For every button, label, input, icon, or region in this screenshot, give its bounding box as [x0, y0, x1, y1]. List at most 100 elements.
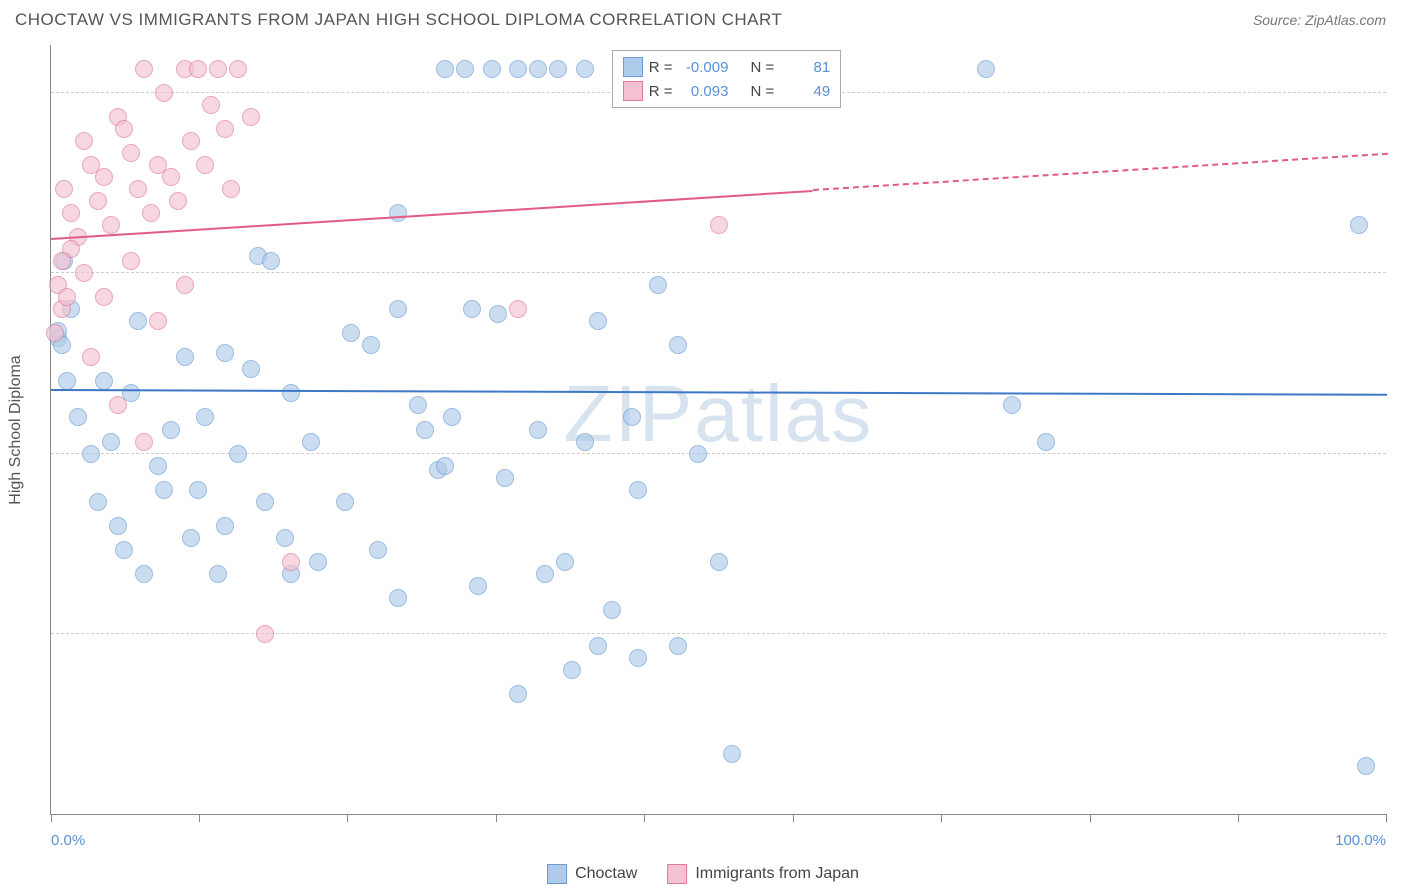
scatter-point: [102, 433, 120, 451]
scatter-point: [216, 344, 234, 362]
scatter-point: [1350, 216, 1368, 234]
scatter-point: [529, 421, 547, 439]
scatter-point: [576, 433, 594, 451]
scatter-point: [115, 120, 133, 138]
n-label: N =: [750, 59, 774, 76]
scatter-point: [55, 180, 73, 198]
scatter-point: [209, 60, 227, 78]
scatter-point: [229, 60, 247, 78]
scatter-point: [209, 565, 227, 583]
scatter-point: [216, 517, 234, 535]
scatter-point: [62, 204, 80, 222]
trend-line: [51, 389, 1387, 396]
scatter-point: [122, 252, 140, 270]
legend-swatch: [547, 864, 567, 884]
scatter-point: [229, 445, 247, 463]
scatter-point: [109, 396, 127, 414]
scatter-point: [75, 132, 93, 150]
r-label: R =: [649, 83, 673, 100]
scatter-point: [282, 384, 300, 402]
scatter-point: [623, 408, 641, 426]
scatter-point: [95, 372, 113, 390]
correlation-stats-box: R =-0.009N =81R =0.093N =49: [612, 50, 842, 108]
scatter-point: [509, 685, 527, 703]
x-tick: [941, 814, 942, 822]
scatter-point: [1357, 757, 1375, 775]
scatter-point: [58, 288, 76, 306]
scatter-point: [589, 312, 607, 330]
y-axis-label: High School Diploma: [7, 355, 25, 504]
series-swatch: [623, 57, 643, 77]
gridline: [51, 453, 1386, 454]
trend-line: [812, 153, 1387, 191]
scatter-point: [603, 601, 621, 619]
scatter-point: [977, 60, 995, 78]
scatter-point: [483, 60, 501, 78]
scatter-point: [629, 649, 647, 667]
n-value: 49: [780, 83, 830, 100]
scatter-point: [256, 625, 274, 643]
scatter-point: [362, 336, 380, 354]
n-label: N =: [750, 83, 774, 100]
scatter-point: [135, 433, 153, 451]
gridline: [51, 633, 1386, 634]
scatter-point: [629, 481, 647, 499]
n-value: 81: [780, 59, 830, 76]
scatter-point: [576, 60, 594, 78]
x-tick: [1386, 814, 1387, 822]
x-tick-label: 100.0%: [1335, 832, 1386, 849]
scatter-point: [589, 637, 607, 655]
scatter-point: [222, 180, 240, 198]
y-tick-label: 92.5%: [1396, 265, 1406, 282]
scatter-point: [129, 180, 147, 198]
scatter-point: [189, 481, 207, 499]
y-tick-label: 77.5%: [1396, 625, 1406, 642]
scatter-point: [496, 469, 514, 487]
scatter-point: [563, 661, 581, 679]
scatter-point: [135, 565, 153, 583]
legend-label: Choctaw: [575, 865, 637, 883]
scatter-point: [710, 553, 728, 571]
scatter-point: [436, 60, 454, 78]
y-tick-label: 85.0%: [1396, 445, 1406, 462]
scatter-point: [723, 745, 741, 763]
x-tick: [793, 814, 794, 822]
scatter-point: [162, 168, 180, 186]
source-name: ZipAtlas.com: [1305, 12, 1386, 28]
scatter-point: [176, 348, 194, 366]
scatter-point: [389, 589, 407, 607]
scatter-point: [176, 276, 194, 294]
scatter-point: [102, 216, 120, 234]
scatter-point: [202, 96, 220, 114]
scatter-point: [436, 457, 454, 475]
scatter-point: [689, 445, 707, 463]
chart-legend: Choctaw Immigrants from Japan: [547, 864, 859, 884]
scatter-point: [649, 276, 667, 294]
scatter-point: [389, 204, 407, 222]
scatter-point: [149, 312, 167, 330]
scatter-point: [149, 457, 167, 475]
x-tick-label: 0.0%: [51, 832, 85, 849]
scatter-point: [155, 481, 173, 499]
stats-row: R =0.093N =49: [623, 79, 831, 103]
scatter-point: [536, 565, 554, 583]
scatter-point: [342, 324, 360, 342]
x-tick: [496, 814, 497, 822]
scatter-point: [242, 108, 260, 126]
scatter-point: [242, 360, 260, 378]
source-attribution: Source: ZipAtlas.com: [1253, 12, 1386, 28]
scatter-point: [282, 553, 300, 571]
scatter-point: [669, 336, 687, 354]
r-value: -0.009: [678, 59, 728, 76]
r-label: R =: [649, 59, 673, 76]
scatter-point: [135, 60, 153, 78]
scatter-point: [109, 517, 127, 535]
scatter-point: [89, 493, 107, 511]
scatter-point: [669, 637, 687, 655]
scatter-point: [469, 577, 487, 595]
x-tick: [199, 814, 200, 822]
scatter-point: [369, 541, 387, 559]
legend-item: Immigrants from Japan: [667, 864, 859, 884]
scatter-point: [196, 156, 214, 174]
scatter-point: [89, 192, 107, 210]
